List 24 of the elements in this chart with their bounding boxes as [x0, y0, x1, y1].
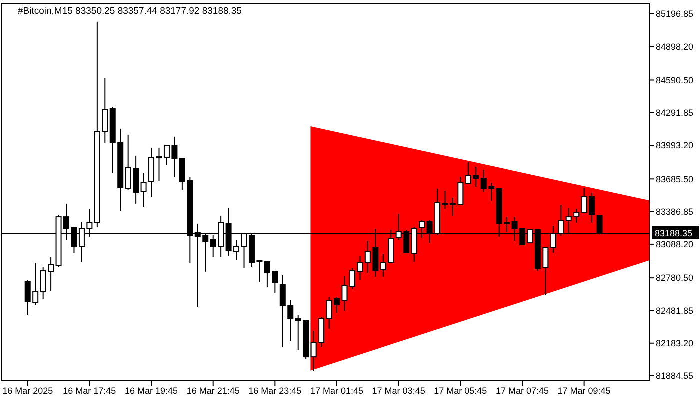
y-tick-label: 82780.50	[656, 273, 694, 284]
x-tick-label: 17 Mar 07:45	[496, 386, 550, 396]
x-tick-label: 16 Mar 23:45	[248, 386, 302, 396]
x-tick-label: 17 Mar 03:45	[372, 386, 426, 396]
x-tick-label: 16 Mar 19:45	[124, 386, 178, 396]
x-tick-label: 17 Mar 09:45	[558, 386, 611, 396]
x-tick-label: 16 Mar 2025	[2, 386, 54, 396]
y-tick-label: 84898.20	[656, 42, 694, 52]
x-tick-label: 17 Mar 01:45	[310, 386, 364, 396]
y-tick-label: 84291.85	[656, 108, 694, 118]
x-tick-label: 16 Mar 21:45	[186, 386, 240, 396]
y-tick-label: 83088.20	[656, 240, 694, 250]
y-tick-label: 83993.20	[656, 140, 694, 151]
y-tick-label: 84590.50	[656, 75, 694, 86]
x-tick-label: 16 Mar 17:45	[63, 386, 116, 396]
y-tick-label: 83386.85	[656, 206, 694, 217]
y-tick-label: 82183.20	[656, 338, 694, 349]
y-tick-label: 85196.85	[656, 9, 694, 20]
y-tick-label: 81884.55	[656, 371, 694, 382]
y-tick-label: 82481.85	[656, 306, 694, 316]
x-tick-label: 17 Mar 05:45	[434, 386, 488, 396]
y-tick-label: 83685.50	[656, 174, 694, 184]
ref-line-label: 83188.35	[655, 228, 693, 239]
chart-title: #Bitcoin,M15 83350.25 83357.44 83177.92 83188.35	[18, 6, 242, 17]
